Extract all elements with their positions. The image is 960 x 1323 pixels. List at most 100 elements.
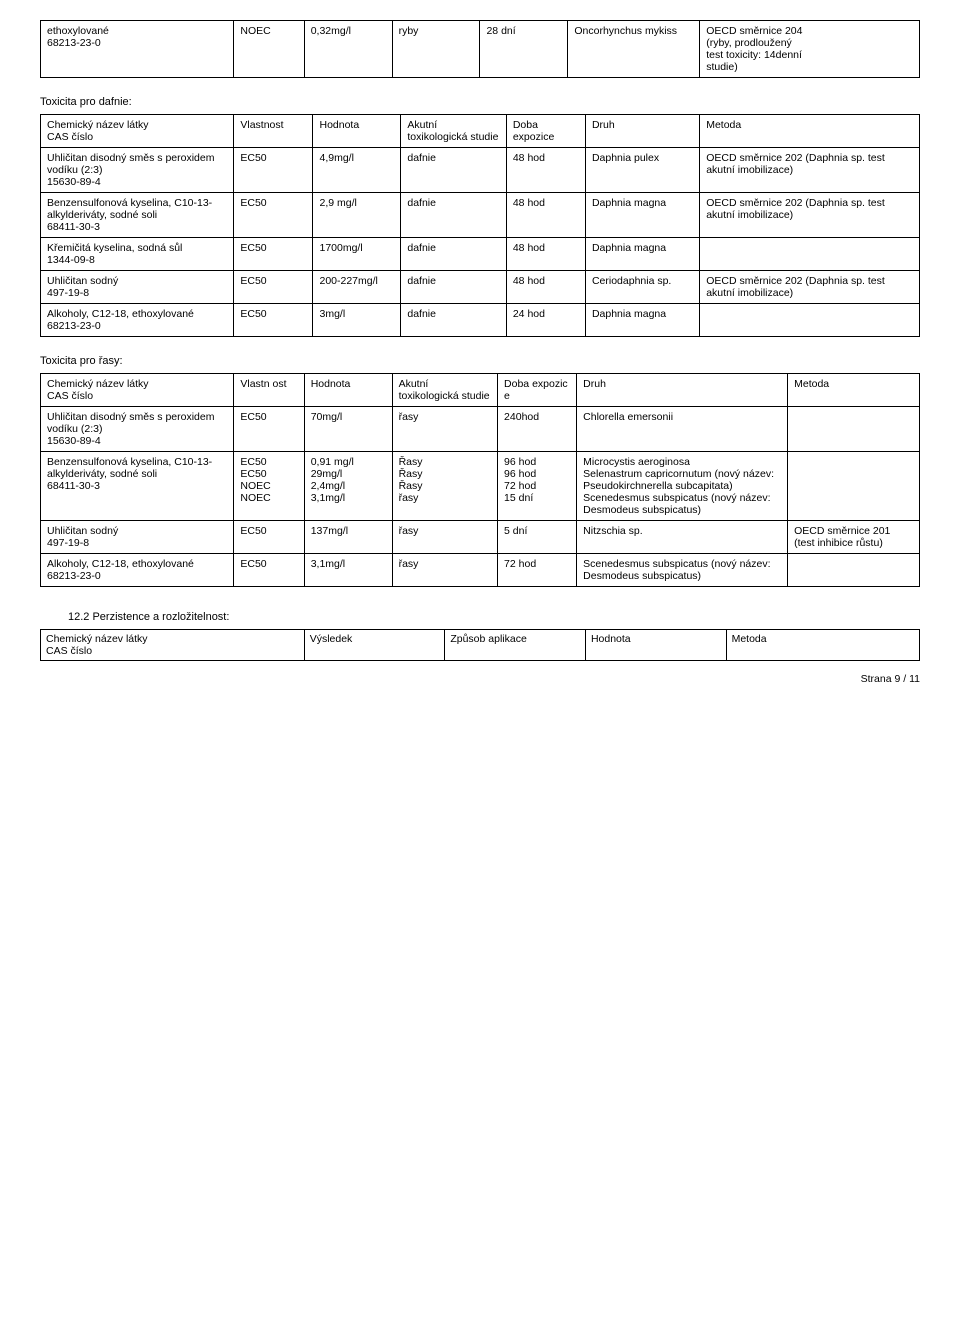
cell: 48 hod (506, 148, 585, 193)
cell: Daphnia magna (585, 238, 699, 271)
header-cell: Výsledek (304, 630, 445, 661)
header-row: Chemický název látkyCAS číslo Výsledek Z… (41, 630, 920, 661)
table-row: Uhličitan sodný497-19-8 EC50 200-227mg/l… (41, 271, 920, 304)
persistence-heading: 12.2 Perzistence a rozložitelnost: (68, 611, 920, 623)
daphnia-table: Chemický název látkyCAS číslo Vlastnost … (40, 114, 920, 337)
cell: ŘasyŘasyŘasyřasy (392, 452, 497, 521)
cell: 1700mg/l (313, 238, 401, 271)
cell: řasy (392, 407, 497, 452)
header-cell: Chemický název látkyCAS číslo (41, 374, 234, 407)
header-cell: Druh (577, 374, 788, 407)
cell: OECD směrnice 204(ryby, prodlouženýtest … (700, 21, 920, 78)
table-row: Alkoholy, C12-18, ethoxylované68213-23-0… (41, 304, 920, 337)
cell: 0,32mg/l (304, 21, 392, 78)
algae-title: Toxicita pro řasy: (40, 355, 920, 367)
table-row: Benzensulfonová kyselina, C10-13-alkylde… (41, 452, 920, 521)
header-cell: Hodnota (304, 374, 392, 407)
cell: EC50 (234, 238, 313, 271)
header-cell: Způsob aplikace (445, 630, 586, 661)
cell: dafnie (401, 193, 506, 238)
cell: 28 dní (480, 21, 568, 78)
header-cell: Akutní toxikologická studie (392, 374, 497, 407)
table-row: Alkoholy, C12-18, ethoxylované68213-23-0… (41, 554, 920, 587)
cell: 5 dní (498, 521, 577, 554)
cell: 96 hod96 hod72 hod15 dní (498, 452, 577, 521)
cell: Uhličitan disodný směs s peroxidem vodík… (41, 148, 234, 193)
cell: 4,9mg/l (313, 148, 401, 193)
cell: Scenedesmus subspicatus (nový název: Des… (577, 554, 788, 587)
cell: 2,9 mg/l (313, 193, 401, 238)
header-cell: Hodnota (313, 115, 401, 148)
cell: 3,1mg/l (304, 554, 392, 587)
cell: EC50EC50NOECNOEC (234, 452, 304, 521)
cell: dafnie (401, 271, 506, 304)
top-table-body: ethoxylované68213-23-0 NOEC 0,32mg/l ryb… (41, 21, 920, 78)
cell: EC50 (234, 407, 304, 452)
cell: ethoxylované68213-23-0 (41, 21, 234, 78)
cell: dafnie (401, 304, 506, 337)
cell: 0,91 mg/l29mg/l2,4mg/l3,1mg/l (304, 452, 392, 521)
cell: OECD směrnice 202 (Daphnia sp. test akut… (700, 193, 920, 238)
cell: 48 hod (506, 271, 585, 304)
cell: EC50 (234, 193, 313, 238)
cell: EC50 (234, 521, 304, 554)
cell: Nitzschia sp. (577, 521, 788, 554)
cell: EC50 (234, 554, 304, 587)
header-cell: Chemický název látkyCAS číslo (41, 115, 234, 148)
header-cell: Vlastn ost (234, 374, 304, 407)
cell: 72 hod (498, 554, 577, 587)
cell: řasy (392, 521, 497, 554)
header-cell: Chemický název látkyCAS číslo (41, 630, 305, 661)
cell: 240hod (498, 407, 577, 452)
cell: EC50 (234, 148, 313, 193)
algae-table: Chemický název látkyCAS číslo Vlastn ost… (40, 373, 920, 587)
cell: EC50 (234, 304, 313, 337)
cell: Benzensulfonová kyselina, C10-13-alkylde… (41, 193, 234, 238)
header-cell: Druh (585, 115, 699, 148)
cell: 48 hod (506, 238, 585, 271)
cell: EC50 (234, 271, 313, 304)
header-row: Chemický název látkyCAS číslo Vlastnost … (41, 115, 920, 148)
cell (700, 304, 920, 337)
cell: Daphnia pulex (585, 148, 699, 193)
header-cell: Metoda (700, 115, 920, 148)
header-cell: Hodnota (585, 630, 726, 661)
cell (788, 554, 920, 587)
table-row: Uhličitan sodný497-19-8 EC50 137mg/l řas… (41, 521, 920, 554)
cell: Benzensulfonová kyselina, C10-13-alkylde… (41, 452, 234, 521)
cell: dafnie (401, 238, 506, 271)
cell: 48 hod (506, 193, 585, 238)
cell (788, 407, 920, 452)
cell: 24 hod (506, 304, 585, 337)
header-cell: Doba expozice (506, 115, 585, 148)
cell: Ceriodaphnia sp. (585, 271, 699, 304)
header-cell: Vlastnost (234, 115, 313, 148)
cell: Daphnia magna (585, 193, 699, 238)
header-cell: Doba expozic e (498, 374, 577, 407)
cell: řasy (392, 554, 497, 587)
cell: 70mg/l (304, 407, 392, 452)
page-footer: Strana 9 / 11 (40, 673, 920, 685)
persistence-table: Chemický název látkyCAS číslo Výsledek Z… (40, 629, 920, 661)
cell: Chlorella emersonii (577, 407, 788, 452)
header-row: Chemický název látkyCAS číslo Vlastn ost… (41, 374, 920, 407)
header-cell: Akutní toxikologická studie (401, 115, 506, 148)
cell: OECD směrnice 202 (Daphnia sp. test akut… (700, 271, 920, 304)
cell: ryby (392, 21, 480, 78)
cell (700, 238, 920, 271)
cell: 3mg/l (313, 304, 401, 337)
cell: Oncorhynchus mykiss (568, 21, 700, 78)
cell: Daphnia magna (585, 304, 699, 337)
cell: Alkoholy, C12-18, ethoxylované68213-23-0 (41, 304, 234, 337)
table-row: ethoxylované68213-23-0 NOEC 0,32mg/l ryb… (41, 21, 920, 78)
top-table: ethoxylované68213-23-0 NOEC 0,32mg/l ryb… (40, 20, 920, 78)
table-row: Benzensulfonová kyselina, C10-13-alkylde… (41, 193, 920, 238)
cell: dafnie (401, 148, 506, 193)
cell (788, 452, 920, 521)
table-row: Křemičitá kyselina, sodná sůl1344-09-8 E… (41, 238, 920, 271)
table-row: Uhličitan disodný směs s peroxidem vodík… (41, 407, 920, 452)
cell: NOEC (234, 21, 304, 78)
table-row: Uhličitan disodný směs s peroxidem vodík… (41, 148, 920, 193)
cell: Uhličitan sodný497-19-8 (41, 521, 234, 554)
cell: OECD směrnice 201 (test inhibice růstu) (788, 521, 920, 554)
